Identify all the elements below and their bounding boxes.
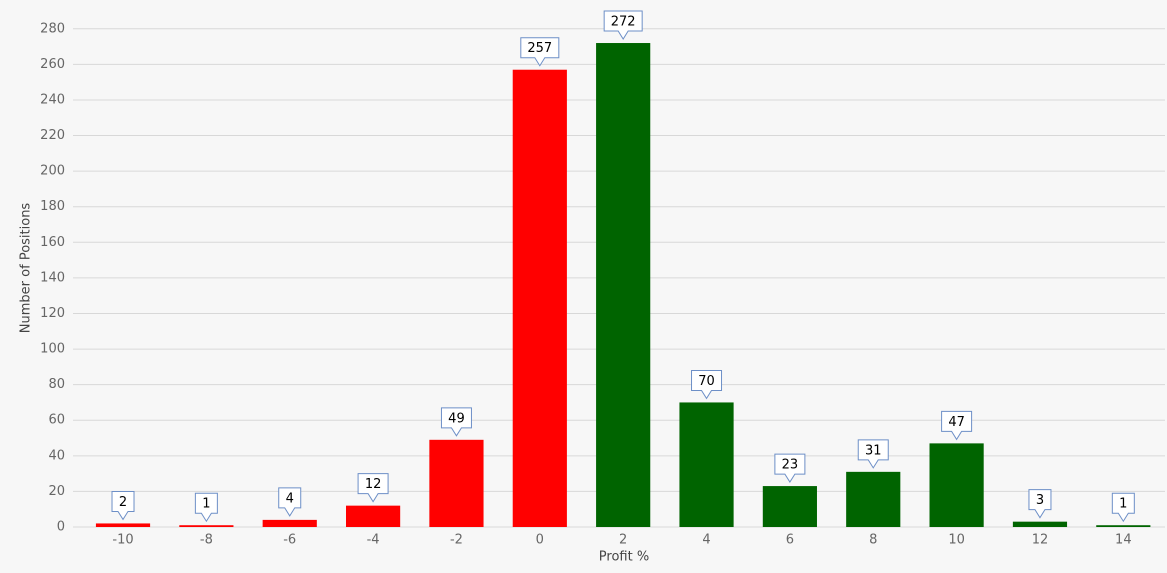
x-tick-label: 0 bbox=[536, 533, 544, 548]
bar bbox=[179, 525, 234, 527]
bar bbox=[512, 69, 567, 528]
y-tick-label: 160 bbox=[40, 235, 65, 250]
data-label: 1 bbox=[202, 497, 210, 512]
callout bbox=[774, 453, 806, 484]
callout bbox=[440, 407, 472, 437]
x-tick-label: 6 bbox=[786, 533, 794, 548]
x-tick-label: -8 bbox=[200, 533, 213, 548]
callout bbox=[857, 439, 889, 469]
data-label: 272 bbox=[611, 15, 636, 30]
x-tick-label: 2 bbox=[619, 533, 627, 548]
callout bbox=[111, 490, 135, 521]
y-tick-label: 100 bbox=[40, 342, 65, 357]
y-tick-label: 260 bbox=[40, 57, 65, 72]
x-tick-label: 4 bbox=[702, 533, 710, 548]
y-tick-label: 40 bbox=[48, 448, 65, 463]
callout bbox=[1028, 489, 1052, 519]
callout bbox=[278, 487, 302, 517]
x-axis-label: Profit % bbox=[599, 550, 649, 565]
data-label: 23 bbox=[782, 458, 799, 473]
callout bbox=[603, 10, 643, 40]
y-tick-label: 180 bbox=[40, 199, 65, 214]
y-tick-label: 120 bbox=[40, 306, 65, 321]
bar bbox=[429, 439, 484, 527]
bar bbox=[596, 43, 651, 527]
callout bbox=[357, 473, 389, 503]
x-tick-label: 12 bbox=[1032, 533, 1049, 548]
data-label: 4 bbox=[286, 491, 294, 506]
y-tick-label: 20 bbox=[48, 484, 65, 499]
y-tick-label: 140 bbox=[40, 270, 65, 285]
callout bbox=[691, 369, 723, 400]
data-label: 12 bbox=[365, 477, 382, 492]
data-label: 3 bbox=[1036, 493, 1044, 508]
data-label: 70 bbox=[698, 374, 715, 389]
y-tick-label: 60 bbox=[48, 413, 65, 428]
bar bbox=[929, 443, 984, 527]
y-tick-label: 0 bbox=[57, 520, 65, 535]
y-tick-label: 80 bbox=[48, 377, 65, 392]
y-tick-label: 280 bbox=[40, 21, 65, 36]
x-tick-label: -10 bbox=[112, 533, 133, 548]
data-label: 47 bbox=[948, 415, 965, 430]
x-tick-label: 8 bbox=[869, 533, 877, 548]
y-tick-label: 220 bbox=[40, 128, 65, 143]
callout bbox=[941, 410, 973, 441]
callout bbox=[520, 37, 560, 67]
bar bbox=[679, 402, 734, 527]
y-tick-label: 200 bbox=[40, 164, 65, 179]
x-tick-label: 10 bbox=[948, 533, 965, 548]
bar bbox=[346, 505, 401, 527]
data-label: 31 bbox=[865, 443, 882, 458]
x-tick-label: 14 bbox=[1115, 533, 1132, 548]
data-label: 2 bbox=[119, 495, 127, 510]
x-tick-label: -2 bbox=[450, 533, 463, 548]
y-tick-label: 240 bbox=[40, 92, 65, 107]
bar bbox=[846, 471, 901, 527]
x-tick-label: -6 bbox=[283, 533, 296, 548]
x-tick-label: -4 bbox=[367, 533, 380, 548]
callout bbox=[1111, 492, 1135, 523]
y-axis-label: Number of Positions bbox=[19, 203, 34, 334]
bar bbox=[762, 486, 817, 527]
bar bbox=[262, 519, 317, 527]
bar bbox=[1012, 521, 1068, 527]
bar bbox=[95, 523, 151, 527]
callout bbox=[194, 492, 218, 523]
data-label: 49 bbox=[448, 411, 465, 426]
data-label: 257 bbox=[527, 41, 552, 56]
bar bbox=[1096, 525, 1151, 527]
data-label: 1 bbox=[1119, 497, 1127, 512]
